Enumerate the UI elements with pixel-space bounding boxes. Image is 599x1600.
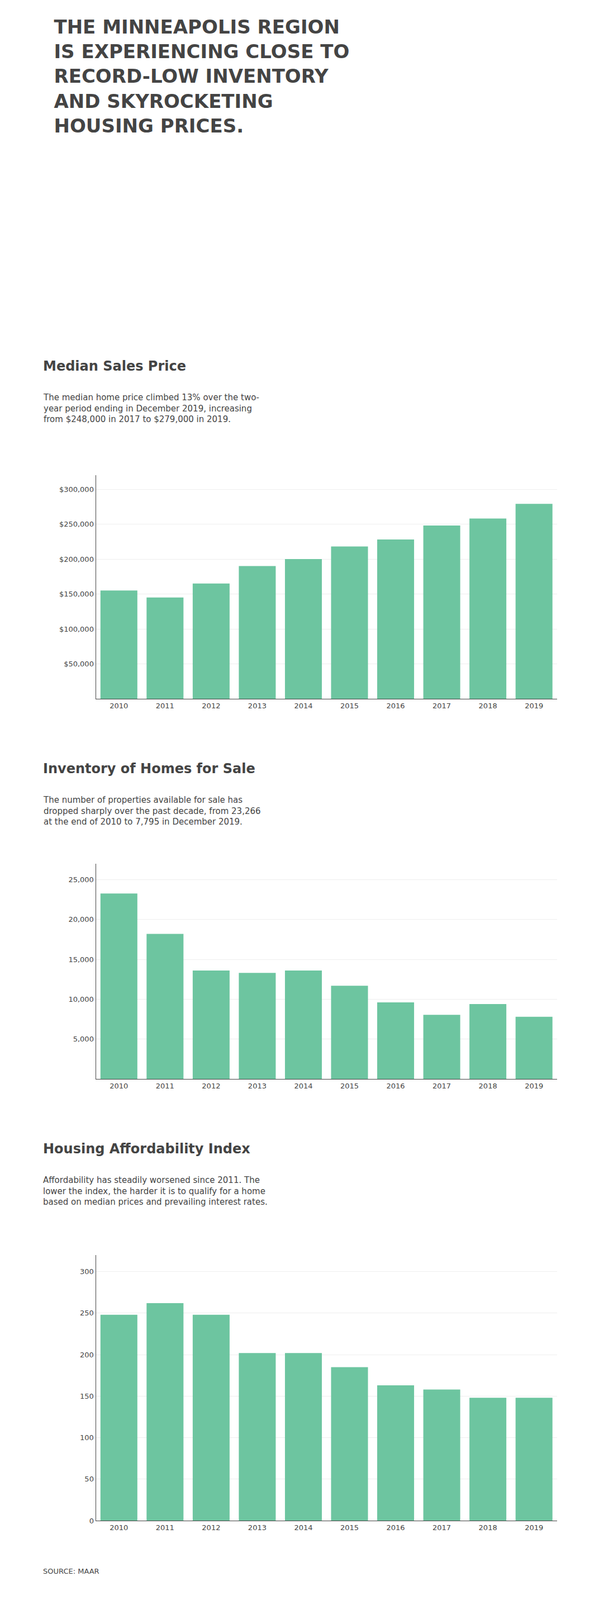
svg-text:2019: 2019 <box>524 1081 544 1090</box>
svg-text:2017: 2017 <box>432 1081 451 1090</box>
svg-text:2015: 2015 <box>340 1522 359 1532</box>
svg-text:2010: 2010 <box>109 701 128 710</box>
svg-text:2018: 2018 <box>478 701 498 710</box>
svg-text:2016: 2016 <box>386 701 406 710</box>
svg-text:2019: 2019 <box>524 1522 544 1532</box>
svg-text:SOURCE: MAAR: SOURCE: MAAR <box>43 1566 100 1575</box>
svg-text:Housing Affordability Index: Housing Affordability Index <box>43 1140 251 1157</box>
svg-text:250: 250 <box>79 1308 94 1317</box>
svg-text:Median Sales Price: Median Sales Price <box>43 358 187 374</box>
svg-text:25,000: 25,000 <box>68 875 94 884</box>
svg-text:10,000: 10,000 <box>68 994 94 1003</box>
svg-text:$250,000: $250,000 <box>59 519 94 529</box>
svg-text:2012: 2012 <box>201 1522 221 1532</box>
svg-text:$200,000: $200,000 <box>59 554 94 564</box>
svg-text:2010: 2010 <box>109 1081 128 1090</box>
svg-text:$50,000: $50,000 <box>63 659 94 668</box>
svg-text:20,000: 20,000 <box>68 914 94 924</box>
svg-text:2019: 2019 <box>524 701 544 710</box>
svg-text:2016: 2016 <box>386 1081 406 1090</box>
svg-text:15,000: 15,000 <box>68 954 94 964</box>
svg-text:300: 300 <box>79 1266 94 1276</box>
svg-text:2015: 2015 <box>340 1081 359 1090</box>
svg-text:0: 0 <box>89 1515 94 1525</box>
svg-text:2011: 2011 <box>155 1522 175 1532</box>
svg-text:The number of properties avail: The number of properties available for s… <box>43 794 261 827</box>
svg-text:$150,000: $150,000 <box>59 589 94 598</box>
svg-text:2013: 2013 <box>248 1522 267 1532</box>
svg-text:2017: 2017 <box>432 701 451 710</box>
svg-text:2018: 2018 <box>478 1522 498 1532</box>
svg-text:2017: 2017 <box>432 1522 451 1532</box>
svg-text:2016: 2016 <box>386 1522 406 1532</box>
svg-text:Affordability has steadily wor: Affordability has steadily worsened sinc… <box>43 1174 268 1207</box>
svg-text:Inventory of Homes for Sale: Inventory of Homes for Sale <box>43 760 256 777</box>
svg-text:$300,000: $300,000 <box>59 485 94 494</box>
svg-text:2011: 2011 <box>155 1081 175 1090</box>
svg-text:2018: 2018 <box>478 1081 498 1090</box>
svg-text:2011: 2011 <box>155 701 175 710</box>
svg-text:100: 100 <box>79 1432 94 1442</box>
svg-text:$100,000: $100,000 <box>59 624 94 634</box>
svg-text:2014: 2014 <box>293 701 313 710</box>
svg-text:2013: 2013 <box>248 1081 267 1090</box>
svg-text:50: 50 <box>84 1474 94 1483</box>
svg-text:200: 200 <box>79 1349 94 1359</box>
svg-text:150: 150 <box>79 1391 94 1400</box>
svg-text:5,000: 5,000 <box>73 1034 94 1043</box>
svg-text:2010: 2010 <box>109 1522 128 1532</box>
svg-text:2012: 2012 <box>201 1081 221 1090</box>
svg-text:2012: 2012 <box>201 701 221 710</box>
svg-text:2013: 2013 <box>248 701 267 710</box>
svg-text:The median home price climbed: The median home price climbed 13% over t… <box>43 392 260 425</box>
svg-text:2014: 2014 <box>293 1522 313 1532</box>
svg-text:THE MINNEAPOLIS REGIONIS EXPER: THE MINNEAPOLIS REGIONIS EXPERIENCING CL… <box>53 15 350 137</box>
svg-text:2014: 2014 <box>293 1081 313 1090</box>
svg-text:2015: 2015 <box>340 701 359 710</box>
